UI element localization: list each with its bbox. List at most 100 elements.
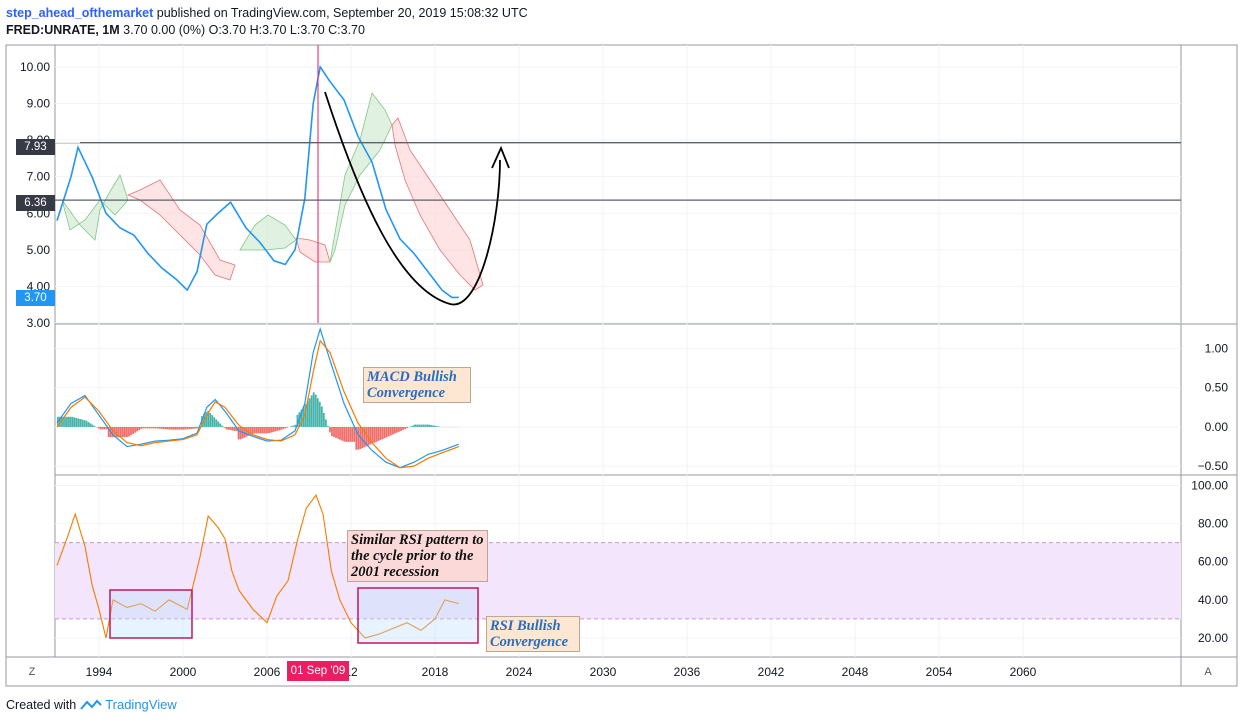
macd-histogram-bar: [105, 426, 108, 430]
macd-histogram-bar: [349, 426, 352, 442]
y-tick-label: 0.00: [1205, 420, 1229, 434]
macd-histogram-bar: [193, 426, 195, 429]
macd-histogram-bar: [227, 426, 230, 430]
y-tick-label: 60.00: [1198, 555, 1228, 569]
macd-histogram-bar: [168, 426, 171, 430]
macd-histogram-bar: [306, 401, 309, 427]
macd-histogram-bar: [223, 426, 226, 428]
macd-line: [56, 326, 460, 469]
macd-histogram-bar: [253, 426, 256, 434]
macd-histogram-bar: [164, 426, 167, 430]
macd-histogram-bar: [158, 426, 161, 429]
y-tick-label: 80.00: [1198, 517, 1228, 531]
macd-histogram-bar: [154, 426, 157, 429]
macd-histogram-bar: [195, 426, 197, 429]
x-tick-label: 2060: [1010, 665, 1037, 679]
y-tick-label: 10.00: [20, 60, 50, 74]
rsi-bull-annotation: RSI Bullish Convergence: [486, 616, 580, 652]
macd-histogram-bar: [400, 426, 402, 431]
author-link[interactable]: step_ahead_ofthemarket: [6, 6, 154, 20]
macd-histogram-bar: [377, 426, 380, 441]
macd-histogram-bar: [130, 426, 132, 436]
macd-histogram-bar: [420, 424, 423, 427]
macd-histogram-bar: [249, 426, 252, 435]
macd-histogram-bar: [128, 426, 130, 437]
macd-histogram-bar: [406, 426, 408, 429]
macd-histogram-bar: [178, 426, 181, 430]
macd-histogram-bar: [292, 425, 295, 427]
zoom-left-button[interactable]: Z: [28, 666, 36, 678]
macd-histogram-bar: [150, 426, 153, 429]
macd-histogram-bar: [63, 416, 65, 427]
macd-histogram-bar: [121, 426, 124, 438]
macd-histogram-bar: [308, 398, 311, 427]
x-tick-label: 2024: [506, 665, 533, 679]
price-series-line: [56, 64, 459, 299]
macd-histogram-bar: [278, 426, 281, 431]
macd-histogram-bar: [274, 426, 277, 432]
macd-histogram-bar: [217, 421, 220, 427]
macd-histogram-bar: [99, 426, 102, 430]
macd-histogram-bar: [353, 426, 356, 442]
macd-histogram-bar: [162, 426, 165, 430]
macd-histogram-bar: [87, 422, 90, 427]
y-tick-label: 5.00: [27, 243, 51, 257]
macd-histogram-bar: [418, 424, 421, 427]
ichimoku-cloud-green: [239, 214, 297, 251]
x-tick-label: 2042: [758, 665, 785, 679]
y-tick-label: 4.00: [27, 279, 51, 293]
x-tick-label: 1994: [86, 665, 113, 679]
macd-histogram-bar: [156, 426, 159, 429]
auto-scale-button[interactable]: A: [1204, 666, 1212, 678]
macd-histogram-bar: [262, 426, 264, 434]
macd-histogram-bar: [81, 419, 84, 427]
macd-histogram-bar: [180, 426, 183, 430]
macd-histogram-bar: [237, 426, 240, 440]
macd-histogram-bar: [186, 426, 189, 430]
macd-histogram-bar: [290, 426, 293, 427]
macd-histogram-bar: [383, 426, 386, 439]
macd-histogram-bar: [117, 426, 120, 438]
macd-histogram-bar: [221, 425, 224, 427]
macd-histogram-bar: [211, 415, 214, 427]
ichimoku-cloud-red: [391, 117, 484, 291]
macd-histogram-bar: [402, 426, 404, 430]
macd-histogram-bar: [85, 420, 88, 427]
macd-signal-line: [56, 339, 460, 469]
macd-histogram-bar: [264, 426, 266, 434]
macd-histogram-bar: [412, 425, 415, 427]
rsi-line: [56, 493, 459, 639]
footer: Created with TradingView: [6, 697, 177, 713]
macd-histogram-bar: [379, 426, 382, 440]
macd-histogram-bar: [434, 425, 437, 427]
published-text: published on TradingView.com, September …: [156, 6, 528, 20]
y-tick-label: 40.00: [1198, 593, 1228, 607]
macd-histogram-bar: [331, 426, 333, 437]
macd-histogram-bar: [393, 426, 396, 434]
x-tick-label: 2048: [842, 665, 869, 679]
macd-histogram-bar: [398, 426, 400, 432]
macd-histogram-bar: [134, 426, 136, 433]
macd-histogram-bar: [79, 418, 82, 427]
macd-histogram-bar: [432, 425, 435, 427]
tradingview-brand-link[interactable]: TradingView: [105, 697, 177, 712]
macd-histogram-bar: [132, 426, 134, 434]
y-tick-label: −0.50: [1198, 459, 1229, 473]
macd-histogram-bar: [123, 426, 126, 438]
macd-histogram-bar: [97, 426, 100, 429]
macd-histogram-bar: [355, 426, 358, 450]
macd-histogram-bar: [280, 426, 283, 430]
y-tick-label: 7.00: [27, 170, 51, 184]
macd-histogram-bar: [184, 426, 187, 430]
macd-histogram-bar: [363, 426, 366, 448]
macd-histogram-bar: [369, 426, 372, 445]
macd-histogram-bar: [391, 426, 394, 435]
macd-histogram-bar: [93, 425, 96, 427]
projection-arrow-icon: [491, 145, 510, 169]
macd-histogram-bar: [111, 426, 114, 438]
macd-histogram-bar: [255, 426, 258, 434]
macd-histogram-bar: [126, 426, 128, 438]
price-label-last: 3.70: [16, 290, 55, 306]
macd-histogram-bar: [284, 426, 287, 429]
